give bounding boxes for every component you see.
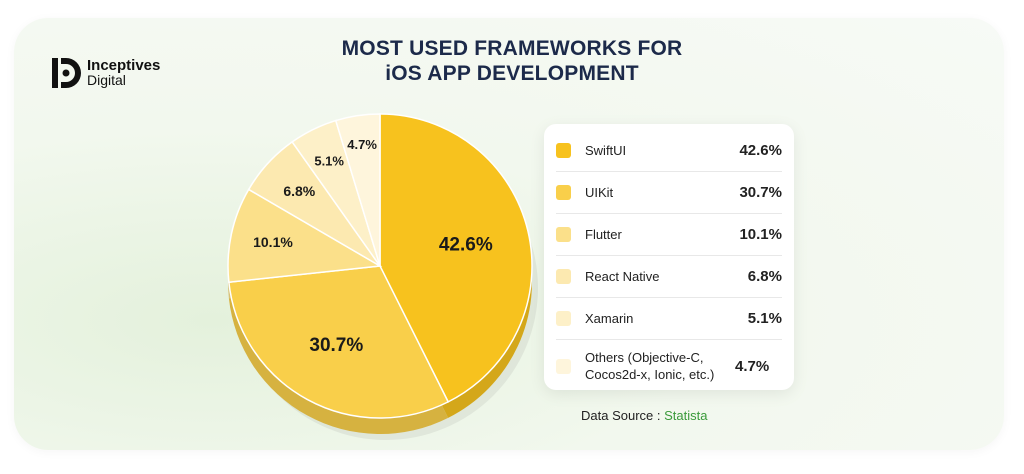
- legend-label: Others (Objective-C, Cocos2d-x, Ionic, e…: [585, 350, 715, 382]
- legend-value: 30.7%: [739, 184, 782, 201]
- legend-item: UIKit 30.7%: [556, 172, 782, 214]
- data-source-label: Data Source :: [581, 408, 661, 423]
- pie-chart: 42.6% 30.7% 10.1% 6.8% 5.1%4.7%: [227, 113, 538, 440]
- brand-name-line1: Inceptives: [87, 57, 161, 74]
- data-source: Data Source : Statista: [581, 408, 707, 423]
- chart-title-line1: MOST USED FRAMEWORKS FOR: [341, 37, 683, 60]
- legend-swatch: [556, 143, 571, 158]
- pie-data-label: 5.1%: [314, 154, 344, 169]
- legend-item: Flutter 10.1%: [556, 214, 782, 256]
- legend-value: 42.6%: [739, 142, 782, 159]
- legend-label: Flutter: [585, 227, 622, 242]
- pie-slice: [228, 265, 450, 419]
- legend-label: UIKit: [585, 185, 614, 200]
- legend-item: SwiftUI 42.6%: [556, 130, 782, 172]
- legend-label: SwiftUI: [585, 143, 627, 158]
- brand-logo: Inceptives Digital: [50, 56, 160, 90]
- legend-label: Xamarin: [585, 311, 634, 326]
- logo-icon: [52, 58, 81, 88]
- pie-slice: [227, 188, 383, 284]
- pie-data-label: 6.8%: [283, 183, 315, 199]
- legend-item: Xamarin 5.1%: [556, 298, 782, 340]
- legend-item: React Native 6.8%: [556, 256, 782, 298]
- legend-label: React Native: [585, 269, 660, 284]
- brand-name-line2: Digital: [87, 72, 126, 88]
- legend-value: 6.8%: [747, 268, 782, 285]
- pie-data-label: 4.7%: [347, 137, 377, 152]
- pie-slice: [334, 113, 381, 267]
- legend-value: 10.1%: [739, 226, 782, 243]
- pie-slice: [379, 113, 533, 403]
- data-source-name: Statista: [664, 408, 708, 423]
- legend-item: Others (Objective-C, Cocos2d-x, Ionic, e…: [556, 340, 782, 392]
- pie-data-label: 30.7%: [309, 335, 363, 356]
- legend-swatch: [556, 227, 571, 242]
- legend-swatch: [556, 358, 571, 374]
- legend-swatch: [556, 185, 571, 200]
- legend-swatch: [556, 269, 571, 284]
- chart-title-line2: iOS APP DEVELOPMENT: [385, 62, 639, 85]
- legend-value: 4.7%: [735, 357, 770, 375]
- pie-data-label: 42.6%: [439, 235, 493, 256]
- legend-panel: SwiftUI 42.6% UIKit 30.7% Flutter 10.1% React …: [544, 124, 794, 390]
- legend-swatch: [556, 311, 571, 326]
- pie-data-label: 10.1%: [253, 234, 293, 250]
- legend-value: 5.1%: [747, 310, 782, 327]
- chart-title: MOST USED FRAMEWORKS FOR iOS APP DEVELOP…: [262, 36, 762, 86]
